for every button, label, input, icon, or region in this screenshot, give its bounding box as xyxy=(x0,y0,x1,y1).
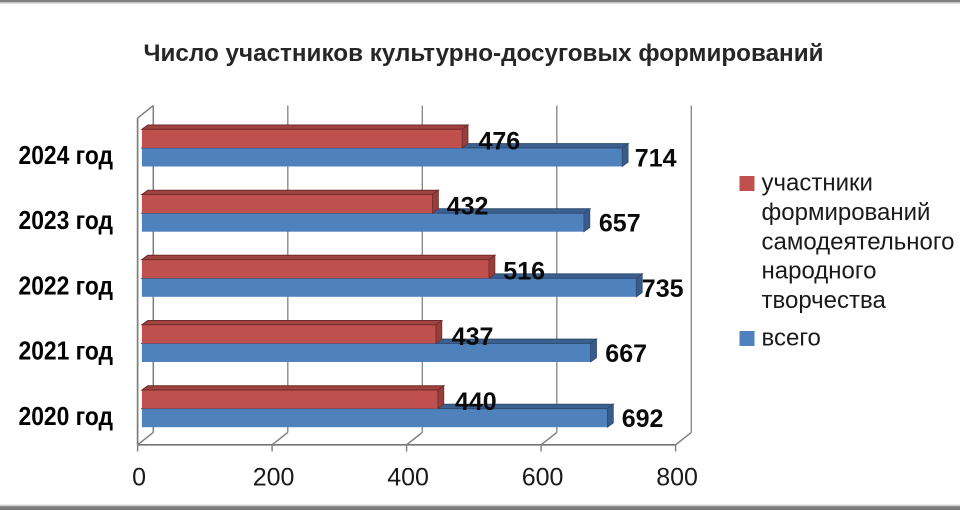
svg-text:735: 735 xyxy=(642,275,684,303)
svg-text:2023 год: 2023 год xyxy=(19,205,114,235)
svg-text:800: 800 xyxy=(656,464,698,492)
svg-text:творчества: творчества xyxy=(762,287,887,314)
svg-text:формирований: формирований xyxy=(762,199,931,226)
svg-text:2022 год: 2022 год xyxy=(19,270,114,300)
svg-text:476: 476 xyxy=(479,127,521,155)
svg-text:народного: народного xyxy=(762,258,877,285)
svg-text:2024 год: 2024 год xyxy=(19,140,114,170)
svg-text:714: 714 xyxy=(635,145,677,173)
svg-text:692: 692 xyxy=(622,405,664,433)
svg-text:432: 432 xyxy=(447,193,489,221)
svg-text:516: 516 xyxy=(503,258,545,286)
svg-text:400: 400 xyxy=(387,464,429,492)
svg-text:600: 600 xyxy=(522,464,564,492)
svg-text:440: 440 xyxy=(455,388,497,416)
svg-text:участники: участники xyxy=(762,170,873,197)
svg-text:0: 0 xyxy=(132,464,146,492)
svg-text:437: 437 xyxy=(452,323,494,351)
svg-text:2020 год: 2020 год xyxy=(19,401,114,431)
svg-text:657: 657 xyxy=(599,210,641,238)
svg-text:200: 200 xyxy=(253,464,295,492)
svg-text:самодеятельного: самодеятельного xyxy=(762,228,955,255)
svg-text:667: 667 xyxy=(605,340,647,368)
svg-text:2021 год: 2021 год xyxy=(19,336,114,366)
svg-text:Число участников культурно-дос: Число участников культурно-досуговых фор… xyxy=(144,40,824,67)
svg-text:всего: всего xyxy=(762,325,821,352)
